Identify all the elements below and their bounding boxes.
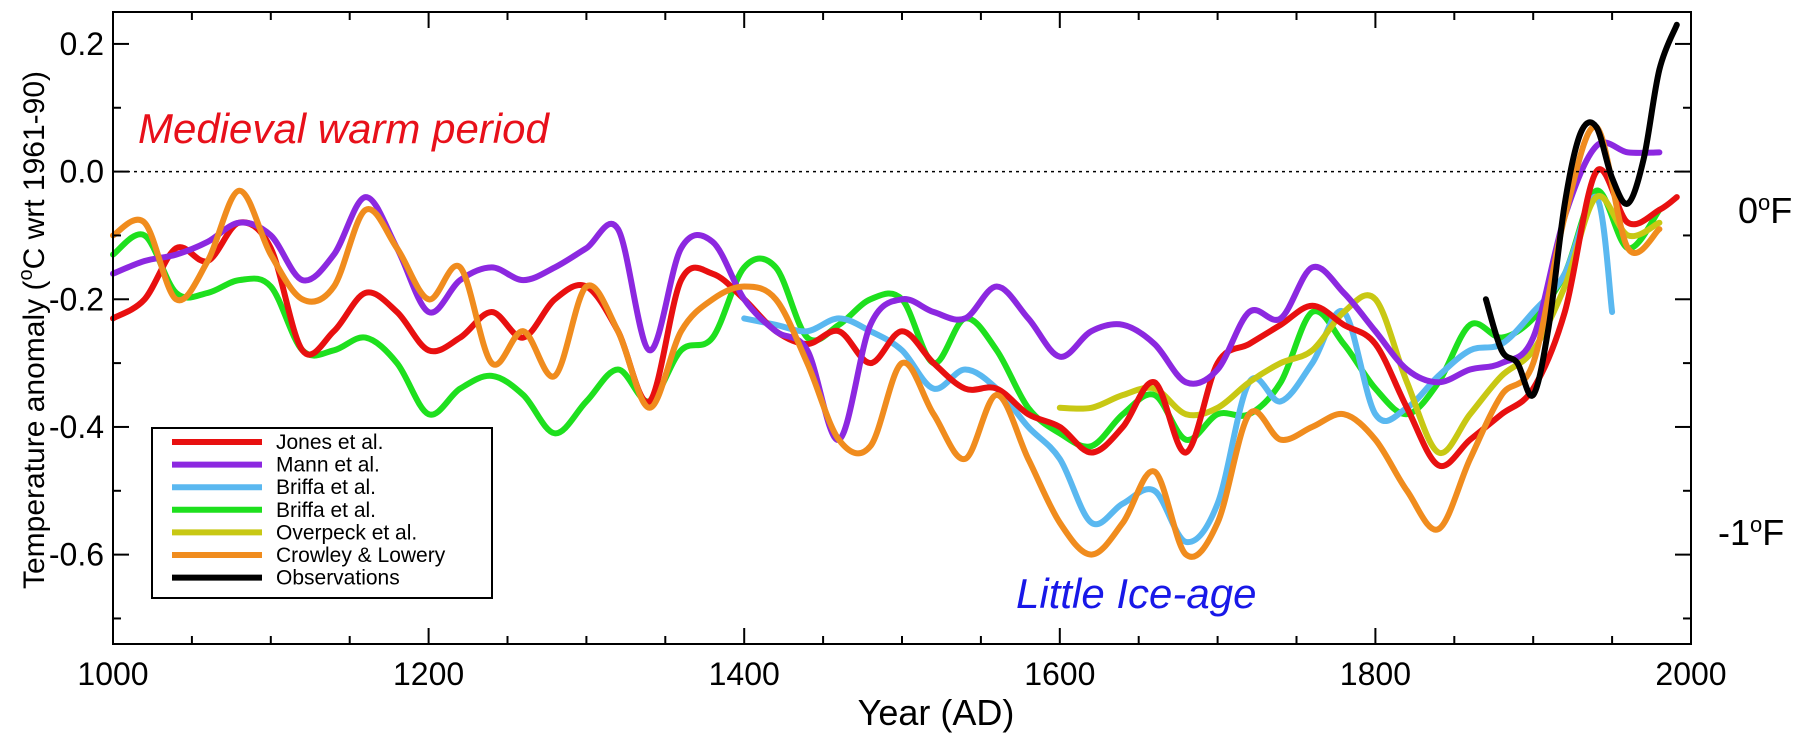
series-line-5 — [110, 123, 1663, 560]
right-label-0f: 0oF — [1738, 190, 1793, 231]
x-tick-label: 1800 — [1340, 656, 1411, 692]
legend-label: Overpeck et al. — [276, 521, 417, 544]
legend-label: Briffa et al. — [276, 499, 376, 522]
x-tick-label: 2000 — [1655, 656, 1726, 692]
y-tick-label: -0.4 — [49, 409, 104, 445]
right-label-minus-1f: -1oF — [1718, 512, 1785, 553]
legend-label: Jones et al. — [276, 431, 383, 454]
y-tick-label: 0.2 — [60, 26, 104, 62]
series-line-1 — [110, 139, 1663, 443]
legend-label: Observations — [276, 567, 400, 590]
series-layer — [110, 21, 1680, 560]
axis-ticks: 1000 1200 1400 1600 1800 2000 0.2 0.0 -0.2 -0.4 -0… — [49, 12, 1727, 692]
y-axis-label: Temperature anomaly (oC wrt 1961-90) — [15, 71, 51, 589]
legend-label: Briffa et al. — [276, 476, 376, 499]
series-line-0 — [110, 166, 1680, 470]
legend-label: Crowley & Lowery — [276, 544, 446, 567]
y-tick-label: -0.6 — [49, 537, 104, 573]
legend-label: Mann et al. — [276, 454, 380, 477]
x-tick-label: 1400 — [709, 656, 780, 692]
y-tick-label: 0.0 — [60, 154, 104, 190]
x-tick-label: 1000 — [77, 656, 148, 692]
annotation-little-ice-age: Little Ice-age — [1016, 570, 1257, 617]
series-line-4 — [1056, 193, 1663, 456]
annotation-medieval-warm-period: Medieval warm period — [138, 105, 549, 152]
y-tick-label: -0.2 — [49, 281, 104, 317]
series-line-6 — [1482, 21, 1680, 399]
x-tick-label: 1200 — [393, 656, 464, 692]
legend-box — [151, 427, 493, 599]
series-line-2 — [741, 194, 1616, 545]
x-tick-label: 1600 — [1024, 656, 1095, 692]
x-axis-label: Year (AD) — [858, 692, 1015, 733]
legend: Jones et al.Mann et al.Briffa et al.Brif… — [151, 427, 493, 599]
